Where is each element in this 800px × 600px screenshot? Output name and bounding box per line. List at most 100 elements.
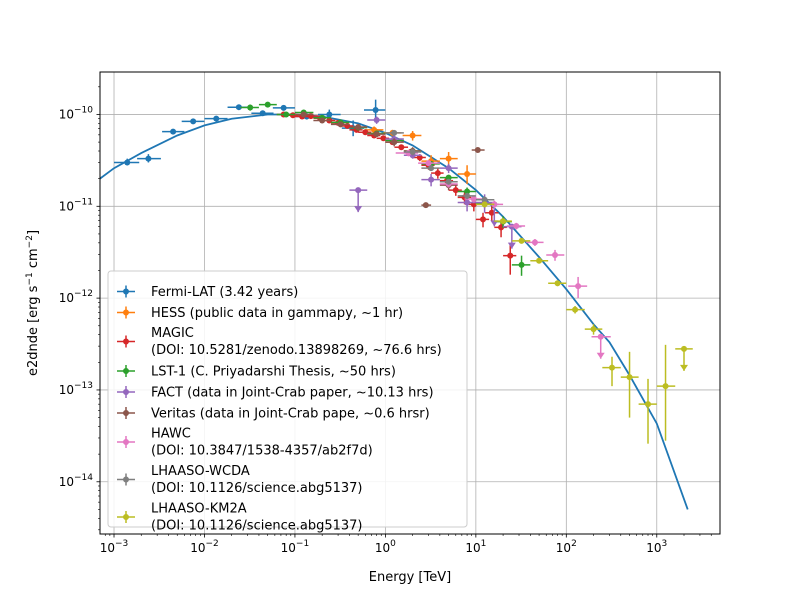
marker xyxy=(554,280,561,287)
data-point xyxy=(402,131,422,141)
legend: Fermi-LAT (3.42 years) HESS (public data … xyxy=(107,270,468,534)
marker xyxy=(464,170,471,177)
legend-entry: LHAASO-KM2A (DOI: 10.1126/science.abg5137… xyxy=(117,502,362,534)
legend-entry: Veritas (data in Joint-Crab pape, ~0.6 h… xyxy=(117,407,430,422)
data-point xyxy=(258,101,277,108)
data-point xyxy=(162,128,185,135)
data-point xyxy=(675,345,693,371)
x-axis: 10−3 10−2 10−1 100 101 102 103 xyxy=(100,534,712,555)
data-point xyxy=(330,121,350,128)
legend-entry: LHAASO-WCDA (DOI: 10.1126/science.abg5137… xyxy=(117,464,362,496)
marker xyxy=(464,199,471,206)
marker xyxy=(434,170,441,177)
marker xyxy=(507,252,514,259)
data-point xyxy=(602,356,621,387)
data-point xyxy=(439,152,458,167)
data-point xyxy=(421,202,432,209)
data-point xyxy=(503,242,517,275)
marker xyxy=(355,124,362,131)
marker xyxy=(300,111,307,118)
data-point xyxy=(546,249,565,261)
legend-entry: FACT (data in Joint-Crab paper, ~10.13 h… xyxy=(117,386,434,401)
x-axis-label: Energy [TeV] xyxy=(369,570,451,585)
marker xyxy=(531,239,538,246)
legend-marker xyxy=(123,439,129,445)
data-point xyxy=(385,138,404,147)
data-point xyxy=(114,158,140,166)
marker xyxy=(518,237,525,244)
data-point xyxy=(448,185,462,196)
marker xyxy=(124,159,131,166)
marker xyxy=(213,115,220,122)
legend-entry: MAGIC (DOI: 10.5281/zenodo.13898269, ~76.… xyxy=(117,326,442,358)
data-point xyxy=(484,206,499,221)
data-point xyxy=(439,178,458,185)
marker xyxy=(337,121,344,128)
data-point xyxy=(181,118,205,125)
legend-entry: HESS (public data in gammapy, ~1 hr) xyxy=(117,306,403,321)
data-point xyxy=(421,173,440,187)
data-point xyxy=(358,129,372,136)
data-point xyxy=(385,129,404,136)
marker xyxy=(470,196,477,203)
marker xyxy=(380,135,387,142)
legend-label-line2: (DOI: 10.1126/science.abg5137) xyxy=(151,519,362,534)
marker xyxy=(362,129,369,136)
data-point xyxy=(526,239,544,246)
upper-limit-head xyxy=(490,220,499,227)
marker xyxy=(264,101,271,108)
marker xyxy=(391,129,398,136)
y-tick-label: 10−13 xyxy=(59,381,93,397)
y-axis-label: e2dnde [erg s−1 cm−2] xyxy=(25,230,41,376)
data-point xyxy=(313,117,331,124)
y-tick-label: 10−11 xyxy=(59,197,93,213)
marker xyxy=(445,155,452,162)
upper-limit-head xyxy=(507,242,516,249)
legend-marker xyxy=(123,338,129,345)
series-2 xyxy=(276,111,517,275)
data-point xyxy=(421,165,440,172)
marker xyxy=(626,374,633,381)
data-point xyxy=(276,111,295,118)
legend-label: Fermi-LAT (3.42 years) xyxy=(151,285,298,300)
marker xyxy=(319,117,326,124)
marker xyxy=(597,333,604,340)
upper-limit-head xyxy=(596,352,605,359)
marker xyxy=(464,192,471,199)
marker xyxy=(464,188,471,195)
marker xyxy=(326,111,333,118)
series-8 xyxy=(475,201,693,444)
y-tick-label: 10−10 xyxy=(59,105,94,121)
data-point xyxy=(363,99,386,121)
marker xyxy=(480,216,487,223)
x-tick-label: 10−2 xyxy=(190,539,219,555)
data-point xyxy=(457,165,476,184)
marker xyxy=(452,187,459,194)
marker xyxy=(247,104,254,111)
marker xyxy=(416,154,423,161)
marker xyxy=(474,147,481,154)
marker xyxy=(552,251,559,258)
data-point xyxy=(272,104,295,111)
marker xyxy=(428,176,435,183)
legend-marker xyxy=(123,288,129,295)
legend-label: HAWC xyxy=(151,427,191,442)
legend-marker xyxy=(123,476,129,483)
marker xyxy=(235,104,242,111)
marker xyxy=(445,165,452,172)
marker xyxy=(409,149,416,156)
plot-frame xyxy=(99,71,721,535)
marker xyxy=(398,144,405,151)
upper-limit-head xyxy=(354,206,363,213)
marker xyxy=(590,326,597,333)
marker xyxy=(259,110,266,117)
marker xyxy=(445,178,452,185)
data-point xyxy=(349,187,368,213)
data-point xyxy=(431,168,444,179)
legend-label: MAGIC xyxy=(151,326,194,341)
data-point xyxy=(511,255,531,276)
data-point xyxy=(394,144,409,151)
data-point xyxy=(475,212,490,228)
legend-box xyxy=(107,270,468,528)
marker xyxy=(609,364,616,371)
